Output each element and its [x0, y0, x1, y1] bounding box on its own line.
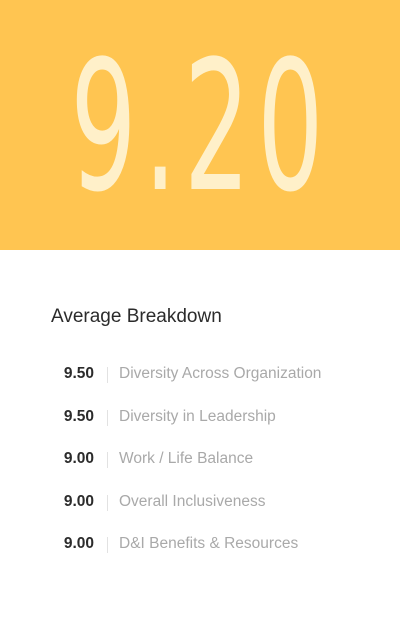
row-divider: [107, 494, 108, 511]
overall-score: 9.20: [69, 23, 331, 232]
breakdown-label: Work / Life Balance: [119, 450, 254, 467]
row-divider: [107, 367, 108, 383]
breakdown-score: 9.00: [63, 450, 94, 467]
average-breakdown-title: Average Breakdown: [51, 306, 222, 327]
row-divider: [107, 537, 108, 553]
breakdown-score: 9.00: [63, 535, 94, 552]
breakdown-score: 9.50: [63, 365, 94, 382]
breakdown-score: 9.00: [63, 492, 94, 510]
breakdown-row-overall-inclusiveness: 9.00 Overall Inclusiveness: [0, 492, 400, 535]
row-divider: [107, 409, 108, 426]
overall-score-banner: 9.20: [0, 0, 400, 250]
average-breakdown-section: Average Breakdown 9.50 Diversity Across …: [0, 250, 400, 618]
row-divider: [107, 452, 108, 468]
breakdown-row-diversity-across-organization: 9.50 Diversity Across Organization: [0, 364, 400, 407]
breakdown-score: 9.50: [63, 407, 94, 425]
breakdown-row-work-life-balance: 9.00 Work / Life Balance: [0, 449, 400, 492]
breakdown-list: 9.50 Diversity Across Organization 9.50 …: [0, 364, 400, 577]
breakdown-row-di-benefits-resources: 9.00 D&I Benefits & Resources: [0, 534, 400, 577]
breakdown-label: Diversity Across Organization: [119, 365, 322, 382]
breakdown-label: Diversity in Leadership: [119, 407, 276, 425]
breakdown-label: Overall Inclusiveness: [119, 492, 266, 510]
breakdown-row-diversity-in-leadership: 9.50 Diversity in Leadership: [0, 407, 400, 450]
breakdown-label: D&I Benefits & Resources: [119, 535, 299, 552]
